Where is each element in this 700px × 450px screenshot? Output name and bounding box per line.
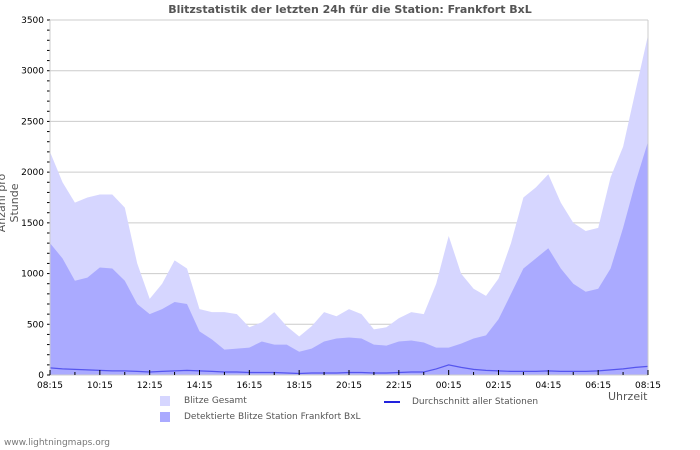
x-tick-label: 02:15 [486,381,512,391]
x-tick-label: 14:15 [187,381,213,391]
legend-swatch-detektiert [160,412,170,422]
x-tick-label: 08:15 [37,381,63,391]
legend-swatch-durchschnitt [384,401,400,403]
legend-label-detektiert: Detektierte Blitze Station Frankfort BxL [184,412,361,422]
legend-label-durchschnitt: Durchschnitt aller Stationen [412,397,539,407]
chart-title: Blitzstatistik der letzten 24h für die S… [168,3,532,16]
x-tick-label: 06:15 [585,381,611,391]
y-tick-label: 0 [38,371,44,381]
y-tick-label: 1500 [21,219,44,229]
y-tick-label: 500 [27,320,44,330]
axes: 0 500 1000 1500 2000 2500 3000 3500 08:15 10:15 12… [21,16,661,391]
x-tick-label: 22:15 [386,381,412,391]
x-tick-label: 18:15 [286,381,312,391]
x-tick-label: 04:15 [535,381,561,391]
x-tick-label: 00:15 [436,381,462,391]
y-tick-label: 3500 [21,16,44,26]
x-tick-label: 20:15 [336,381,362,391]
legend-swatch-gesamt [160,396,170,406]
x-tick-label: 12:15 [137,381,163,391]
y-axis-label: Anzahl pro Stunde [0,173,21,233]
x-tick-label: 16:15 [236,381,262,391]
legend-item-durchschnitt: Durchschnitt aller Stationen [384,397,538,407]
y-tick-label: 2500 [21,117,44,127]
legend-item-detektiert: Detektierte Blitze Station Frankfort BxL [160,412,361,422]
y-tick-label: 1000 [21,270,44,280]
area-detektierte-blitze [50,141,648,375]
footer-source: www.lightningmaps.org [4,438,110,448]
legend-label-gesamt: Blitze Gesamt [184,396,247,406]
area-blitze-gesamt [50,35,648,375]
y-tick-label: 3000 [21,67,44,77]
x-tick-label: 10:15 [87,381,113,391]
x-axis-label: Uhrzeit [608,390,648,403]
legend-item-gesamt: Blitze Gesamt [160,396,247,406]
x-tick-label: 08:15 [635,381,661,391]
y-tick-label: 2000 [21,168,44,178]
